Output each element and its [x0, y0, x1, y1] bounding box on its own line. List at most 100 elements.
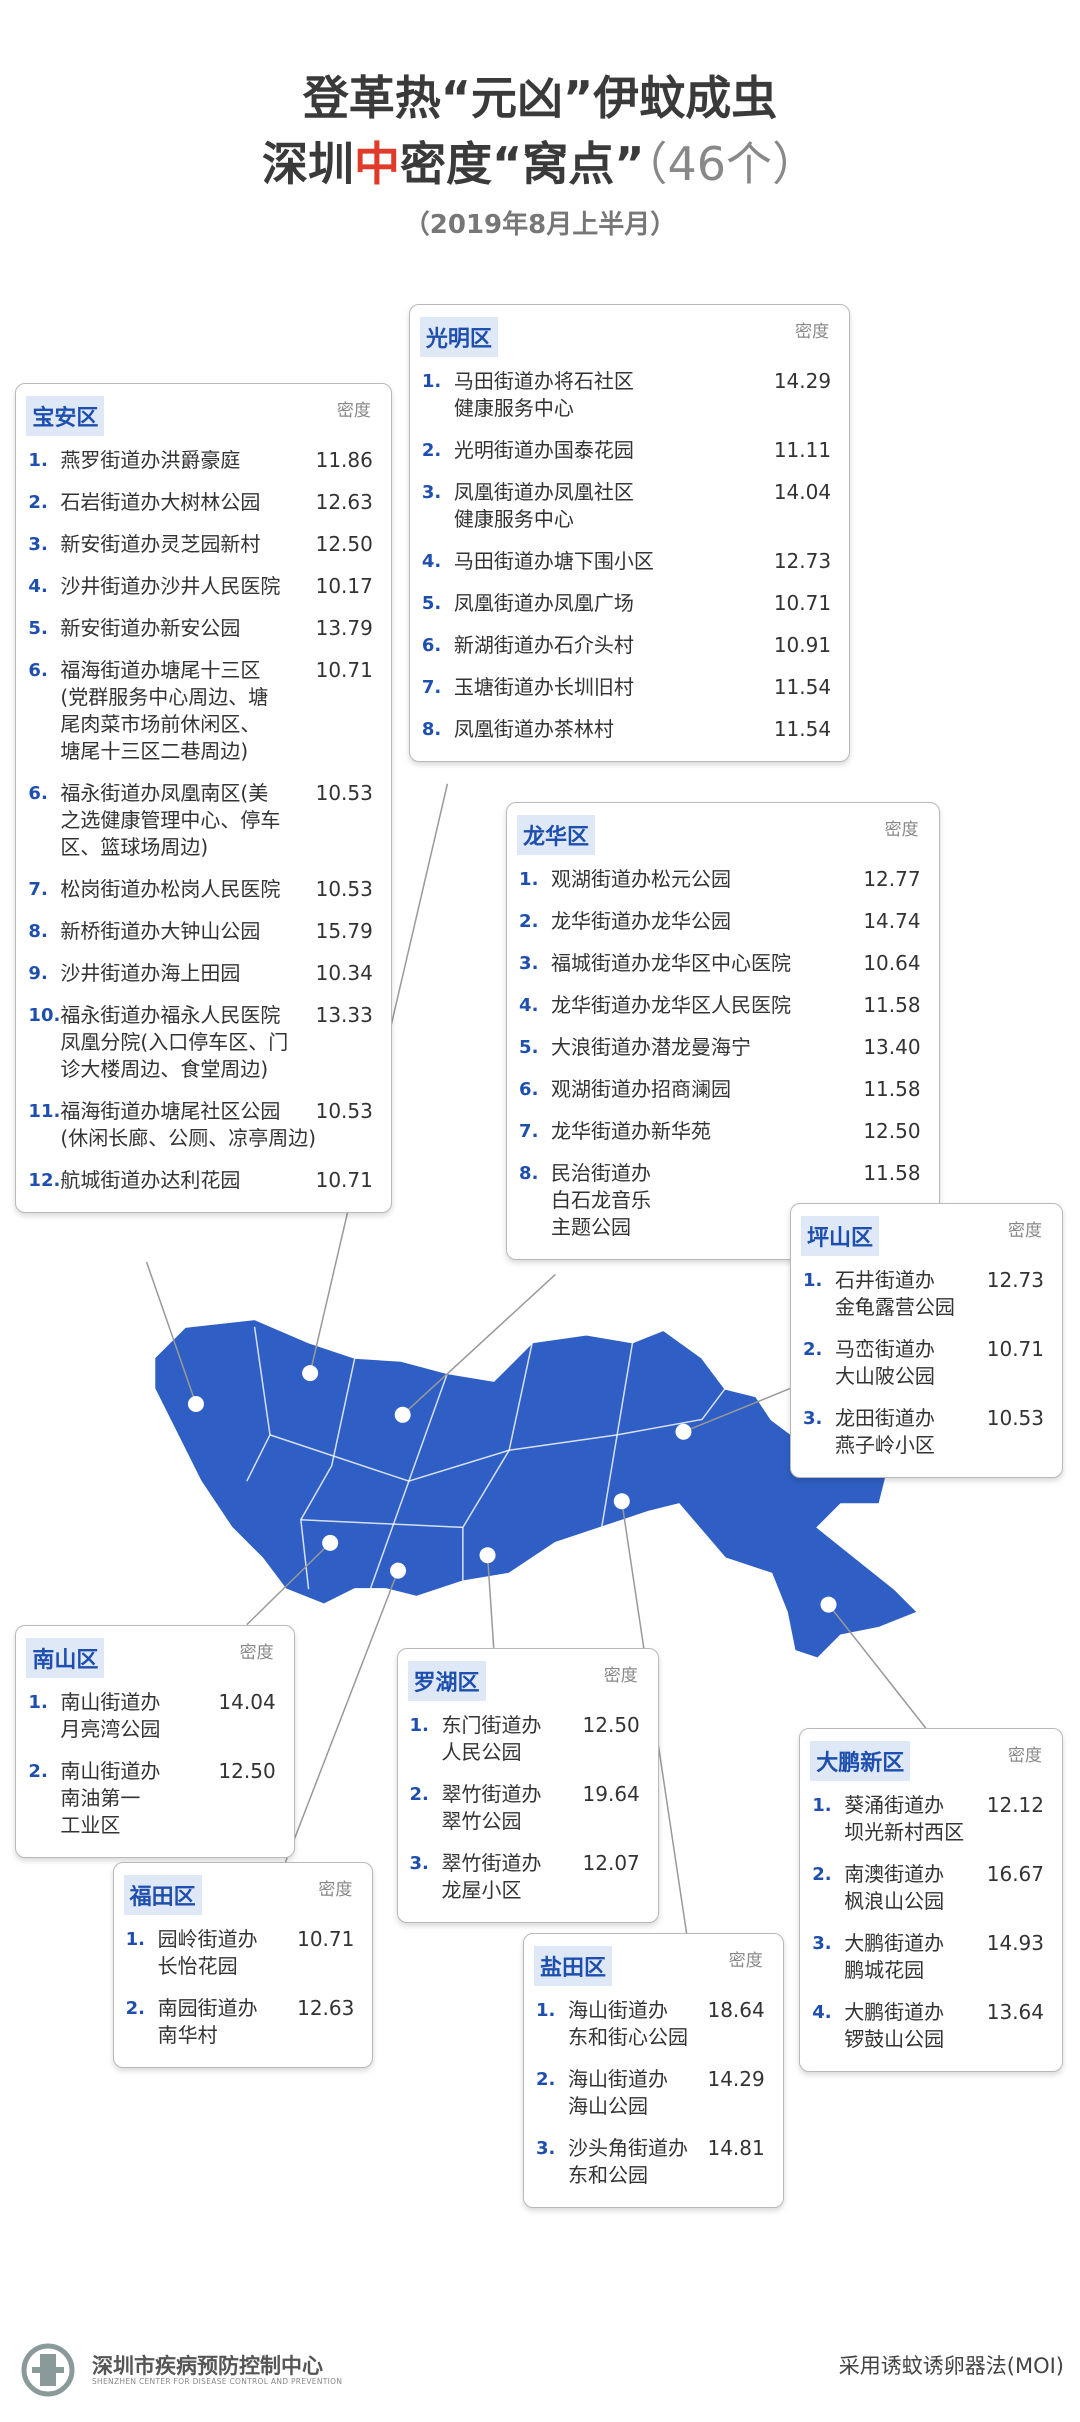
name-line: 沙头角街道办 [568, 2136, 689, 2161]
density-value: 14.81 [707, 2136, 765, 2161]
location-dot [675, 1423, 692, 1440]
density-value: 11.54 [773, 674, 832, 699]
name-line: 观湖街道办招商澜园 [551, 1077, 732, 1102]
list-item: 5. 新安街道办新安公园 13.79 [26, 608, 376, 650]
name-line: 新湖街道办石介头村 [453, 632, 634, 657]
name-line: 区、篮球场周边) [60, 834, 209, 859]
item-number: 1. [536, 2000, 556, 2022]
list-item: 3. 龙田街道办 燕子岭小区 10.53 [801, 1398, 1048, 1467]
item-number: 1. [519, 869, 539, 891]
district-box: 光明区 密度 1. 马田街道办将石社区 健康服务中心 14.29 2. 光明街道办国泰花园 11… [408, 303, 851, 762]
list-item: 7. 松岗街道办松岗人民医院 10.53 [26, 869, 376, 911]
density-value: 11.11 [773, 437, 832, 462]
name-line: 金龟露营公园 [834, 1295, 955, 1320]
item-name: 福海街道办塘尾社区公园 (休闲长廊、公厕、凉亭周边) [26, 1098, 376, 1152]
list-item: 1. 燕罗街道办洪爵豪庭 11.86 [26, 440, 376, 482]
item-number: 2. [812, 1864, 832, 1885]
name-line: 石井街道办 [834, 1268, 935, 1293]
name-line: 新安街道办灵芝园新村 [60, 531, 261, 556]
name-line: 之选健康管理中心、停车 [60, 807, 281, 832]
district-box: 大鹏新区 密度 1. 葵涌街道办 坝光新村西区 12.12 2. 南澳街道办 枫浪山公园 16.6… [799, 1728, 1064, 2072]
name-line: 南澳街道办 [844, 1862, 945, 1886]
item-number: 2. [536, 2069, 556, 2091]
district-box: 罗湖区 密度 1. 东门街道办 人民公园 12.50 2. 翠竹街道办 翠竹公园 19.64 3. 翠… [396, 1647, 659, 1923]
item-name: 新桥街道办大钟山公园 [26, 918, 376, 945]
name-line: 马田街道办将石社区 [453, 368, 634, 393]
item-number: 1. [421, 370, 442, 392]
density-value: 14.04 [218, 1689, 276, 1714]
name-line: 沙井街道办沙井人民医院 [60, 573, 281, 598]
item-number: 1. [28, 1691, 48, 1713]
list-item: 12. 航城街道办达利花园 10.71 [26, 1160, 376, 1202]
district-box: 宝安区 密度 1. 燕罗街道办洪爵豪庭 11.86 2. 石岩街道办大树林公园 12.63 3.… [15, 382, 392, 1213]
item-name: 新安街道办新安公园 [26, 615, 376, 642]
org-en: SHENZHEN CENTER FOR DISEASE CONTROL AND … [92, 2377, 343, 2386]
density-value: 12.73 [773, 548, 832, 573]
density-value: 12.73 [986, 1268, 1045, 1293]
item-name: 沙井街道办海上田园 [26, 960, 376, 987]
item-number: 7. [28, 878, 48, 900]
org: 深圳市疾病预防控制中心 [92, 2354, 323, 2378]
item-number: 3. [536, 2138, 556, 2160]
method: 采用诱蚊诱卵器法(MOI) [838, 2354, 1064, 2378]
location-dot [820, 1596, 837, 1613]
leader-line [145, 1261, 197, 1405]
name-line: 大鹏街道办 [844, 1931, 945, 1955]
leader-line [284, 1570, 399, 1863]
name-line: 大山陂公园 [834, 1364, 935, 1389]
location-dot [394, 1406, 411, 1423]
density-value: 14.74 [863, 909, 921, 934]
item-number: 1. [409, 1714, 429, 1736]
item-name: 马峦街道办 大山陂公园 [801, 1336, 1048, 1390]
leader-line [246, 1542, 331, 1626]
density-value: 13.33 [315, 1002, 373, 1027]
item-number: 5. [421, 592, 442, 614]
item-name: 福城街道办龙华区中心医院 [517, 950, 925, 977]
name-line: 大浪街道办潜龙曼海宁 [551, 1035, 752, 1060]
list-item: 6. 新湖街道办石介头村 10.91 [420, 625, 835, 667]
list-item: 1. 南山街道办 月亮湾公园 14.04 [26, 1682, 279, 1751]
item-name: 园岭街道办 长怡花园 [124, 1926, 359, 1980]
density-value: 11.54 [773, 716, 832, 741]
density-value: 10.53 [315, 1098, 373, 1123]
name-line: 福永街道办凤凰南区(美 [60, 780, 269, 805]
district-name: 宝安区 [26, 395, 105, 436]
item-name: 南山街道办 南油第一 工业区 [26, 1758, 279, 1839]
name-line: 石岩街道办大树林公园 [60, 489, 261, 514]
density-value: 14.29 [773, 368, 832, 393]
list-item: 5. 大浪街道办潜龙曼海宁 13.40 [517, 1027, 925, 1069]
district-name: 盐田区 [534, 1946, 613, 1987]
location-dot [613, 1493, 630, 1510]
list-item: 8. 民治街道办 白石龙音乐 主题公园 11.58 [517, 1153, 925, 1249]
list-item: 2. 石岩街道办大树林公园 12.63 [26, 482, 376, 524]
name-line: 鹏城花园 [844, 1958, 925, 1982]
density-value: 10.71 [773, 590, 832, 615]
item-name: 玉塘街道办长圳旧村 [420, 674, 835, 701]
name-line: 海山街道办 [568, 1998, 669, 2023]
list-item: 3. 凤凰街道办凤凰社区 健康服务中心 14.04 [420, 472, 835, 541]
name-line: 东门街道办 [441, 1712, 542, 1737]
boundary [300, 1518, 463, 1529]
item-number: 11. [28, 1100, 61, 1122]
box-header: 龙华区 密度 [517, 815, 925, 859]
density-value: 19.64 [582, 1781, 640, 1806]
item-name: 石井街道办 金龟露营公园 [801, 1267, 1048, 1321]
name-line: 南园街道办 [157, 1996, 258, 2021]
item-name: 凤凰街道办茶林村 [420, 716, 835, 743]
item-name: 福海街道办塘尾十三区 (党群服务中心周边、塘 尾肉菜市场前休闲区、 塘尾十三区二巷周边… [26, 657, 376, 765]
density-value: 11.58 [863, 1077, 921, 1102]
district-box: 龙华区 密度 1. 观湖街道办松元公园 12.77 2. 龙华街道办龙华公园 14.74 3. 福… [506, 802, 940, 1261]
box-header: 南山区 密度 [26, 1637, 279, 1682]
boundary [462, 1342, 534, 1582]
district-name: 光明区 [419, 316, 498, 357]
item-name: 沙头角街道办 东和公园 [534, 2135, 769, 2189]
item-name: 新湖街道办石介头村 [420, 632, 835, 659]
name-line: 月亮湾公园 [60, 1716, 161, 1741]
district-box: 盐田区 密度 1. 海山街道办 东和街心公园 18.64 2. 海山街道办 海山公园 14.29 3… [523, 1933, 784, 2209]
name-line: 长怡花园 [157, 1954, 238, 1979]
name-line: 马田街道办塘下围小区 [453, 548, 654, 573]
name-line: 南山街道办 [60, 1689, 161, 1714]
item-number: 2. [125, 1998, 145, 2020]
item-number: 4. [519, 995, 539, 1017]
